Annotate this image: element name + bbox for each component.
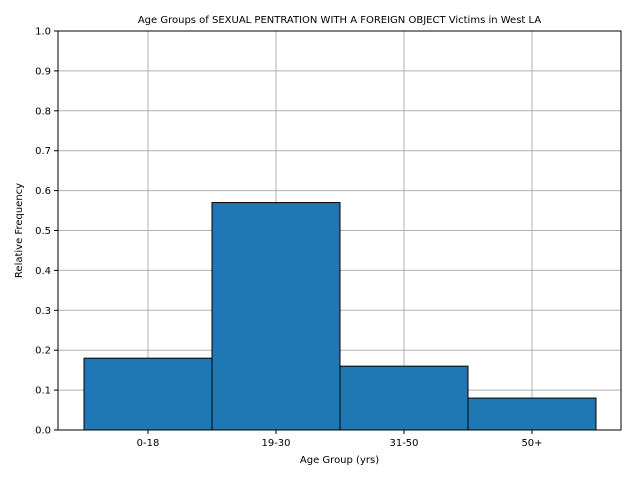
y-tick-label: 0.2 — [35, 346, 51, 357]
y-axis-ticks: 0.0 0.1 0.2 0.3 0.4 0.5 0.6 0.7 0.8 0.9 1.0 — [35, 27, 58, 437]
bar-0-18 — [83, 357, 213, 431]
bars — [83, 202, 597, 431]
y-tick-label: 1.0 — [35, 27, 51, 38]
y-tick-label: 0.8 — [35, 106, 51, 117]
y-tick-label: 0.4 — [35, 266, 51, 277]
y-tick-label: 0.5 — [35, 226, 51, 237]
y-tick-label: 0.3 — [35, 306, 51, 317]
y-tick-label: 0.1 — [35, 386, 51, 397]
x-tick-label: 0-18 — [137, 438, 160, 449]
y-tick-label: 0.6 — [35, 186, 51, 197]
chart-title: Age Groups of SEXUAL PENTRATION WITH A F… — [138, 15, 541, 26]
bar-31-50 — [339, 365, 469, 431]
y-tick-label: 0.0 — [35, 426, 51, 437]
x-tick-label: 31-50 — [389, 438, 418, 449]
bar-50+ — [467, 397, 597, 431]
y-tick-label: 0.9 — [35, 66, 51, 77]
x-axis-label: Age Group (yrs) — [300, 455, 379, 466]
bar-19-30 — [211, 202, 341, 431]
x-axis-ticks: 0-18 19-30 31-50 50+ — [137, 430, 543, 449]
y-axis-label: Relative Frequency — [14, 183, 25, 278]
x-tick-label: 50+ — [521, 438, 542, 449]
y-tick-label: 0.7 — [35, 146, 51, 157]
x-tick-label: 19-30 — [261, 438, 290, 449]
